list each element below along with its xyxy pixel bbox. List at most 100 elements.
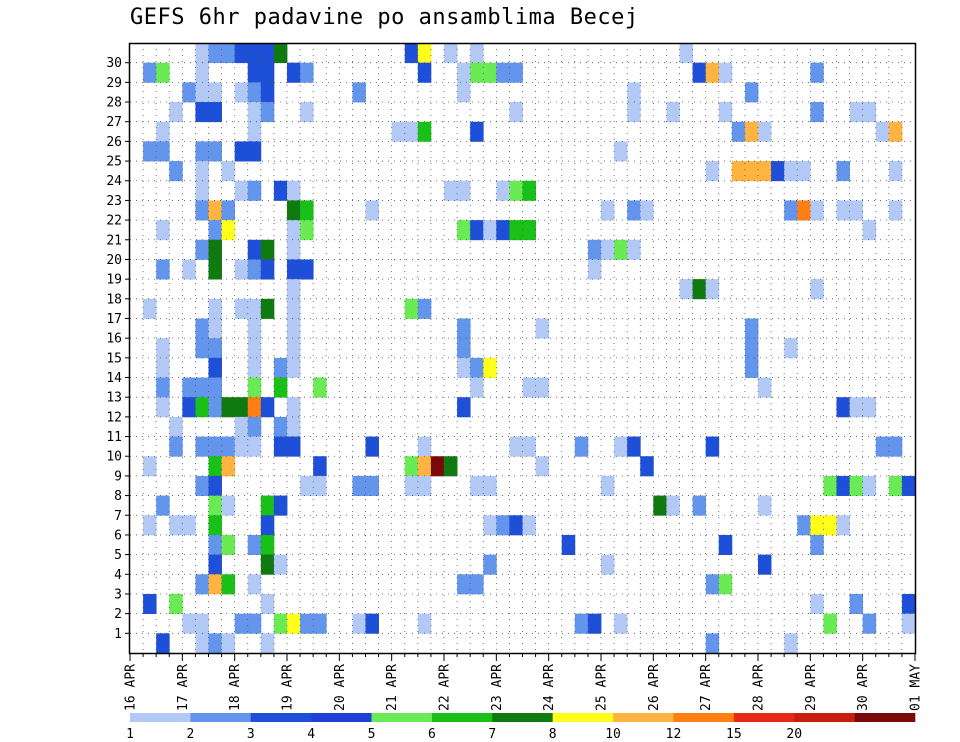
chart-title: GEFS 6hr padavine po ansamblima Becej <box>130 5 639 30</box>
heatmap-cell <box>208 298 222 319</box>
legend-label: 6 <box>428 727 436 742</box>
heatmap-cell <box>522 377 536 398</box>
heatmap-cell <box>208 102 222 123</box>
heatmap-cell <box>273 377 288 398</box>
heatmap-cell <box>810 200 824 221</box>
heatmap-cell <box>247 82 262 103</box>
heatmap-cell <box>234 436 249 457</box>
heatmap-cell <box>627 239 641 260</box>
legend-label: 15 <box>726 727 742 742</box>
heatmap-cell <box>287 298 301 319</box>
heatmap-cell <box>234 416 249 437</box>
heatmap-cell <box>208 200 222 221</box>
heatmap-cell <box>247 397 262 418</box>
heatmap-cell <box>221 436 236 457</box>
legend-swatch <box>190 713 252 722</box>
heatmap-cell <box>208 82 222 103</box>
heatmap-cell <box>784 200 798 221</box>
heatmap-cell <box>535 377 550 398</box>
heatmap-cell <box>287 200 301 221</box>
heatmap-cell <box>849 102 864 123</box>
y-tick-label: 4 <box>114 568 122 583</box>
heatmap-cell <box>208 318 222 339</box>
heatmap-cell <box>705 62 720 83</box>
heatmap-cell <box>182 259 196 280</box>
heatmap-cell <box>470 43 484 64</box>
heatmap-cell <box>208 141 222 162</box>
heatmap-cell <box>287 318 301 339</box>
heatmap-cell <box>195 613 209 634</box>
legend-swatch <box>733 713 795 722</box>
heatmap-cell <box>247 239 262 260</box>
x-tick-label: 29 APR <box>804 664 819 711</box>
legend-swatch <box>130 713 191 722</box>
heatmap-cell <box>705 161 720 182</box>
heatmap-cell <box>614 239 628 260</box>
legend-swatch <box>311 713 372 722</box>
heatmap-cell <box>862 102 877 123</box>
heatmap-cell <box>260 397 275 418</box>
heatmap-cell <box>692 62 707 83</box>
heatmap-cell <box>823 613 837 634</box>
x-tick-label: 28 APR <box>752 664 767 711</box>
heatmap-cell <box>430 456 445 477</box>
y-tick-label: 30 <box>106 56 122 71</box>
heatmap-cell <box>208 574 222 595</box>
y-tick-label: 13 <box>106 391 122 406</box>
heatmap-cell <box>287 338 301 359</box>
y-tick-label: 15 <box>106 351 122 366</box>
heatmap-cell <box>182 613 196 634</box>
heatmap-cell <box>156 377 170 398</box>
heatmap-cell <box>221 495 236 516</box>
x-tick-label: 01 MAY <box>909 664 924 711</box>
heatmap-cell <box>260 259 275 280</box>
heatmap-cell <box>195 574 209 595</box>
heatmap-cell <box>195 338 209 359</box>
heatmap-cell <box>496 180 510 201</box>
heatmap-cell <box>627 436 641 457</box>
heatmap-cell <box>457 180 471 201</box>
x-tick-label: 26 APR <box>647 664 662 711</box>
heatmap-cell <box>470 121 484 142</box>
heatmap-cell <box>143 593 157 615</box>
heatmap-cell <box>744 318 759 339</box>
heatmap-cell <box>901 475 916 496</box>
heatmap-cell <box>247 141 262 162</box>
heatmap-cell <box>247 102 262 123</box>
y-tick-label: 26 <box>106 135 122 150</box>
heatmap-cell <box>574 613 589 634</box>
y-tick-label: 8 <box>114 489 122 504</box>
heatmap-cell <box>156 121 170 142</box>
heatmap-cell <box>758 121 772 142</box>
heatmap-cell <box>666 102 680 123</box>
heatmap-cell <box>208 338 222 359</box>
x-tick-label: 23 APR <box>490 664 505 711</box>
heatmap-cell <box>849 200 864 221</box>
heatmap-cell <box>404 456 419 477</box>
heatmap-cell <box>535 456 550 477</box>
heatmap-cell <box>483 220 497 241</box>
heatmap-cell <box>221 574 236 595</box>
heatmap-cell <box>849 593 864 615</box>
legend-label: 8 <box>549 727 557 742</box>
y-tick-label: 3 <box>114 587 122 602</box>
heatmap-cell <box>352 475 366 496</box>
heatmap-cell <box>522 436 536 457</box>
heatmap-cell <box>182 377 196 398</box>
heatmap-cell <box>208 239 222 260</box>
heatmap-cell <box>169 161 183 182</box>
heatmap-cell <box>601 475 615 496</box>
heatmap-cell <box>247 357 262 378</box>
heatmap-cell <box>810 593 824 615</box>
x-tick-label: 22 APR <box>438 664 453 711</box>
heatmap-cell <box>888 475 903 496</box>
heatmap-cell <box>862 613 877 634</box>
heatmap-cell <box>260 82 275 103</box>
heatmap-cell <box>587 259 602 280</box>
heatmap-cell <box>875 121 890 142</box>
heatmap-cell <box>483 62 497 83</box>
y-tick-label: 11 <box>106 430 122 445</box>
y-tick-label: 1 <box>114 627 122 642</box>
heatmap-cell <box>705 574 720 595</box>
heatmap-cell <box>705 633 720 654</box>
